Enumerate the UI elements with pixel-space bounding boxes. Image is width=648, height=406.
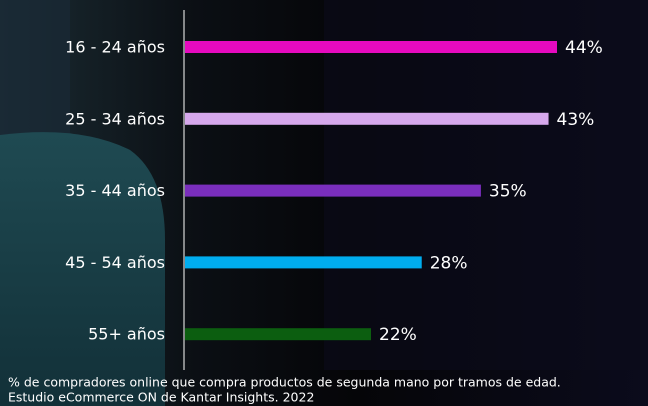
value-label: 28%: [430, 253, 468, 273]
chair: [0, 132, 165, 406]
value-label: 22%: [379, 325, 417, 345]
category-label: 45 - 54 años: [65, 253, 165, 272]
value-label: 44%: [565, 38, 603, 58]
value-label: 35%: [489, 182, 527, 202]
category-label: 16 - 24 años: [65, 38, 165, 57]
bar: [185, 184, 481, 197]
bar: [185, 328, 371, 341]
bar: [185, 41, 557, 53]
category-label: 35 - 44 años: [65, 181, 165, 200]
footnote: Estudio eCommerce ON de Kantar Insights.…: [8, 390, 314, 405]
bar: [185, 256, 422, 269]
category-label: 25 - 34 años: [65, 109, 165, 128]
value-label: 43%: [557, 110, 595, 130]
bar: [185, 112, 549, 125]
backdrop: [0, 0, 70, 140]
category-label: 55+ años: [88, 325, 165, 344]
footnote: % de compradores online que compra produ…: [8, 375, 561, 390]
